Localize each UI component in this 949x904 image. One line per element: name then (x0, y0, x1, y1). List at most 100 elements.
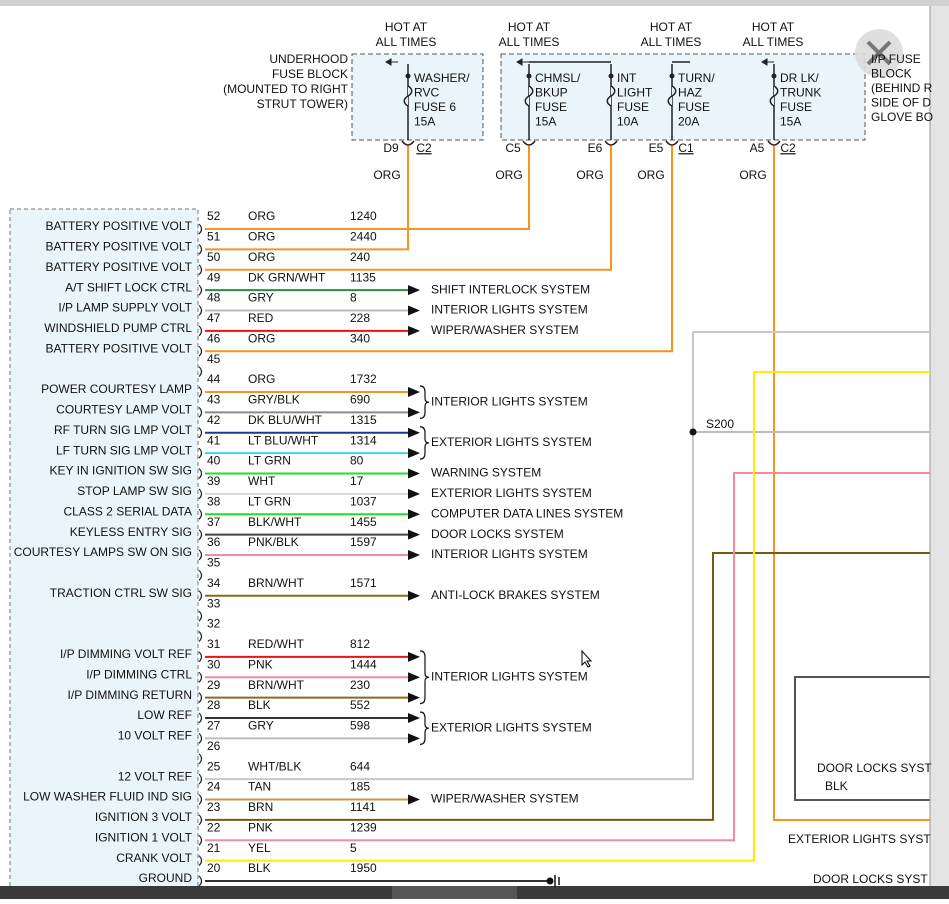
connector-label: C1 (678, 141, 694, 155)
pin-terminal (198, 631, 203, 642)
fuse-label: 10A (617, 115, 638, 129)
circuit-number: 812 (350, 637, 370, 651)
arrow (408, 550, 420, 560)
circuit-number: 1240 (350, 209, 377, 223)
ground-dot (546, 877, 554, 885)
pin-number: 51 (207, 230, 221, 244)
pin-number: 36 (207, 535, 221, 549)
underhood-fuse-box (351, 53, 484, 141)
circuit-number: 552 (350, 698, 370, 712)
pin-number: 26 (207, 739, 221, 753)
group-destination: INTERIOR LIGHTS SYSTEM (431, 669, 588, 683)
wire-color: GRY (248, 291, 274, 305)
pin-number: 22 (207, 820, 221, 834)
wire (205, 146, 673, 353)
circuit-number: 1597 (350, 535, 377, 549)
connector-cup (522, 140, 536, 146)
circuit-number: 1315 (350, 413, 377, 427)
pin-number: 47 (207, 311, 221, 325)
fuse-symbol (403, 85, 413, 107)
pin-number: 27 (207, 719, 221, 733)
circuit-number: 1455 (350, 515, 377, 529)
bracket (419, 650, 430, 705)
fuse-symbol (769, 85, 779, 107)
pin-terminal (198, 671, 203, 683)
arrow (408, 325, 420, 336)
wire-color: WHT (248, 474, 276, 488)
ip-block-label: GLOVE BO (871, 110, 933, 124)
connector-label: D9 (383, 141, 399, 155)
wire-color: PNK (248, 820, 273, 834)
pin-label: 10 VOLT REF (118, 729, 192, 743)
pin-number: 21 (207, 841, 221, 855)
bus-arrow (516, 58, 529, 66)
destination: DOOR LOCKS SYSTEM (431, 527, 564, 541)
connector-cup (665, 140, 679, 146)
pin-terminal (198, 814, 203, 826)
connector-cup (604, 140, 618, 146)
wire-color: DK GRN/WHT (248, 270, 326, 284)
pin-number: 52 (207, 209, 221, 223)
destination: ANTI-LOCK BRAKES SYSTEM (431, 588, 600, 602)
close-icon (866, 40, 892, 66)
arrow (408, 733, 420, 744)
circuit-number: 644 (350, 759, 370, 773)
wire-color: ORG (248, 250, 275, 264)
pin-number: 44 (207, 372, 221, 386)
pin-number: 29 (207, 678, 221, 692)
circuit-number: 185 (350, 780, 370, 794)
pin-number: 39 (207, 474, 221, 488)
pin-label: LOW REF (137, 708, 192, 722)
circuit-number: 340 (350, 331, 370, 345)
pin-terminal (198, 488, 203, 500)
bus-arrow (385, 58, 398, 66)
pin-number: 20 (207, 861, 221, 875)
pin-terminal (198, 794, 203, 805)
pin-terminal (198, 305, 203, 316)
destination: COMPUTER DATA LINES SYSTEM (431, 506, 623, 520)
circuit-number: 690 (350, 393, 370, 407)
pin-terminal (198, 692, 203, 704)
destination: INTERIOR LIGHTS SYSTEM (431, 303, 588, 317)
circuit-number: 1314 (350, 433, 377, 447)
bracket (419, 385, 430, 419)
wire-color: TAN (248, 780, 271, 794)
window-edge (930, 0, 949, 899)
pin-terminal (198, 468, 203, 479)
arrow (408, 488, 420, 499)
pin-label: I/P LAMP SUPPLY VOLT (58, 301, 192, 315)
fuse-symbol (667, 85, 677, 107)
pin-number: 28 (207, 698, 221, 712)
circuit-number: 598 (350, 719, 370, 733)
circuit-number: 1444 (350, 657, 377, 671)
connector-label: C2 (780, 141, 796, 155)
wire-color: ORG (248, 372, 275, 386)
wire (205, 472, 930, 842)
connector-cup (767, 140, 781, 146)
pin-number: 37 (207, 515, 221, 529)
pin-number: 34 (207, 576, 221, 590)
pin-label: BATTERY POSITIVE VOLT (46, 341, 193, 355)
connector-label: A5 (750, 141, 765, 155)
destination: EXTERIOR LIGHTS SYSTEM (431, 486, 592, 500)
arrow (408, 468, 420, 479)
fuse-label: RVC (414, 86, 439, 100)
pin-terminal (198, 590, 203, 602)
arrow (408, 794, 420, 805)
fuse-dot (669, 73, 675, 79)
pin-number: 33 (207, 596, 221, 610)
destination: INTERIOR LIGHTS SYSTEM (431, 547, 588, 561)
wire-color: LT GRN (248, 454, 291, 468)
pin-terminal (198, 712, 203, 724)
toolbar-button[interactable] (392, 886, 517, 899)
wire (205, 146, 612, 271)
pin-terminal (198, 732, 203, 744)
pin-label: IGNITION 1 VOLT (95, 830, 193, 844)
pin-number: 31 (207, 637, 221, 651)
wire-color: RED/WHT (248, 637, 305, 651)
ip-block-label: SIDE OF D (871, 96, 931, 110)
pin-label: COURTESY LAMPS SW ON SIG (14, 545, 192, 559)
fuse-label: FUSE (678, 100, 710, 114)
underhood-label: FUSE BLOCK (272, 67, 348, 81)
